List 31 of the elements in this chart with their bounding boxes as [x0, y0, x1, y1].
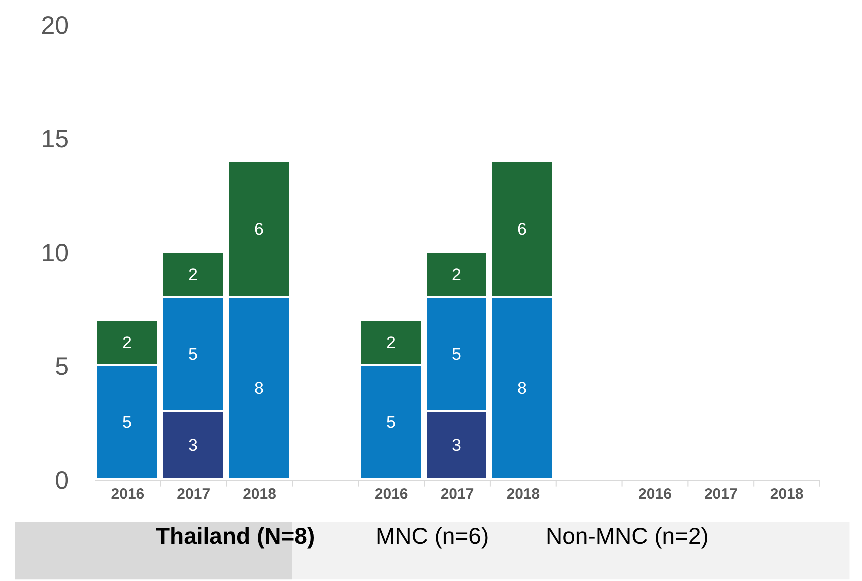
data-label: 5: [122, 412, 132, 432]
x-tick-label: 2016: [374, 486, 408, 503]
x-tick-label: 2017: [177, 486, 211, 503]
text: Non-MNC (n=2): [546, 523, 709, 549]
data-label: 2: [386, 333, 396, 352]
data-label: 5: [452, 344, 462, 364]
x-tick-label: 2017: [704, 486, 738, 503]
text: Thailand (N=8): [156, 523, 316, 549]
x-tick-label: 2018: [506, 486, 540, 503]
y-tick-label: 15: [41, 126, 69, 154]
data-label: 2: [452, 265, 462, 284]
data-label: 6: [254, 220, 264, 239]
text: MNC (n=6): [376, 523, 490, 549]
x-tick-label: 2017: [440, 486, 474, 503]
data-label: 2: [188, 265, 198, 284]
x-tick-label: 2018: [770, 486, 804, 503]
data-label: 5: [386, 412, 396, 432]
y-tick-label: 10: [41, 239, 69, 268]
data-label: 8: [254, 378, 264, 398]
y-tick-label: 0: [55, 466, 69, 495]
data-label: 8: [518, 378, 527, 398]
data-label: 3: [188, 436, 198, 455]
data-label: 6: [518, 220, 527, 239]
y-tick-label: 20: [41, 12, 69, 40]
y-tick-label: 5: [55, 353, 69, 381]
data-label: 2: [122, 333, 132, 352]
x-tick-label: 2016: [638, 486, 672, 503]
x-tick-label: 2018: [243, 486, 276, 503]
data-label: 3: [452, 436, 462, 455]
x-tick-label: 2016: [111, 486, 145, 503]
data-label: 5: [188, 344, 198, 364]
